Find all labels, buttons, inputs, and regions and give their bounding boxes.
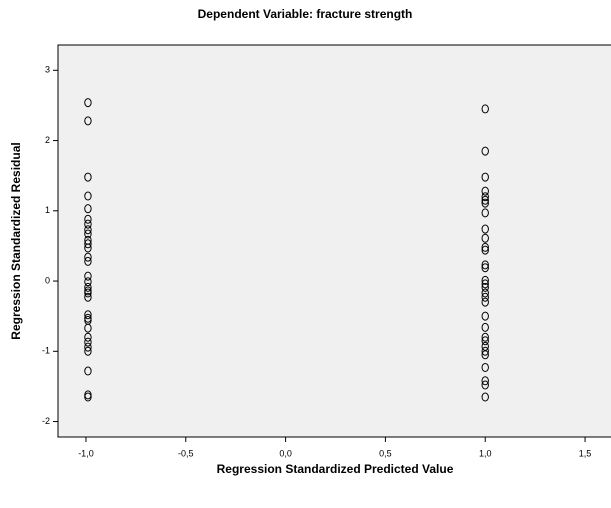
- point: [84, 366, 92, 376]
- point: [84, 225, 92, 235]
- point: [84, 346, 92, 356]
- point: [481, 350, 489, 360]
- point: [481, 233, 489, 243]
- point: [481, 195, 489, 205]
- point: [481, 260, 489, 270]
- point: [84, 282, 92, 292]
- point: [481, 275, 489, 285]
- x-tick-label: 0,0: [279, 448, 292, 458]
- point: [84, 204, 92, 214]
- point: [84, 271, 92, 281]
- plot-area: [57, 44, 611, 438]
- point: [84, 342, 92, 352]
- point: [481, 198, 489, 208]
- point: [84, 239, 92, 249]
- point: [84, 98, 92, 108]
- point: [481, 297, 489, 307]
- y-tick-label: 0: [45, 275, 50, 285]
- point: [84, 214, 92, 224]
- y-tick-label: 1: [45, 205, 50, 215]
- point: [481, 186, 489, 196]
- x-tick-label: 0,5: [379, 448, 392, 458]
- point: [481, 380, 489, 390]
- point: [481, 104, 489, 114]
- point: [481, 288, 489, 298]
- y-tick-label: 2: [45, 135, 50, 145]
- point: [481, 263, 489, 273]
- point: [481, 282, 489, 292]
- point: [481, 192, 489, 202]
- point: [481, 208, 489, 218]
- point: [481, 362, 489, 372]
- point: [481, 242, 489, 252]
- point: [84, 172, 92, 182]
- point: [84, 332, 92, 342]
- point: [84, 229, 92, 239]
- point: [481, 392, 489, 402]
- point: [481, 346, 489, 356]
- point: [481, 292, 489, 302]
- y-tick-label: -2: [42, 416, 50, 426]
- point: [481, 376, 489, 386]
- chart-title: Dependent Variable: fracture strength: [198, 7, 413, 21]
- point: [481, 245, 489, 255]
- point: [481, 146, 489, 156]
- point: [84, 310, 92, 320]
- x-tick-label: 1,0: [479, 448, 492, 458]
- point: [481, 322, 489, 332]
- point: [84, 277, 92, 287]
- x-tick-label: -1,0: [78, 448, 94, 458]
- point: [84, 243, 92, 253]
- point: [84, 292, 92, 302]
- x-tick-label: 1,5: [579, 448, 592, 458]
- y-tick-label: 3: [45, 65, 50, 75]
- point: [84, 392, 92, 402]
- y-axis-label: Regression Standardized Residual: [9, 142, 23, 339]
- y-tick-label: -1: [42, 346, 50, 356]
- point: [84, 191, 92, 201]
- point: [84, 337, 92, 347]
- point: [481, 332, 489, 342]
- point: [481, 224, 489, 234]
- point: [84, 256, 92, 266]
- point: [481, 279, 489, 289]
- point: [481, 172, 489, 182]
- point: [481, 311, 489, 321]
- x-tick-label: -0,5: [178, 448, 194, 458]
- point: [84, 323, 92, 333]
- point: [84, 116, 92, 126]
- point: [84, 219, 92, 229]
- point: [481, 336, 489, 346]
- point: [84, 252, 92, 262]
- point: [84, 288, 92, 298]
- x-axis-label: Regression Standardized Predicted Value: [217, 462, 454, 476]
